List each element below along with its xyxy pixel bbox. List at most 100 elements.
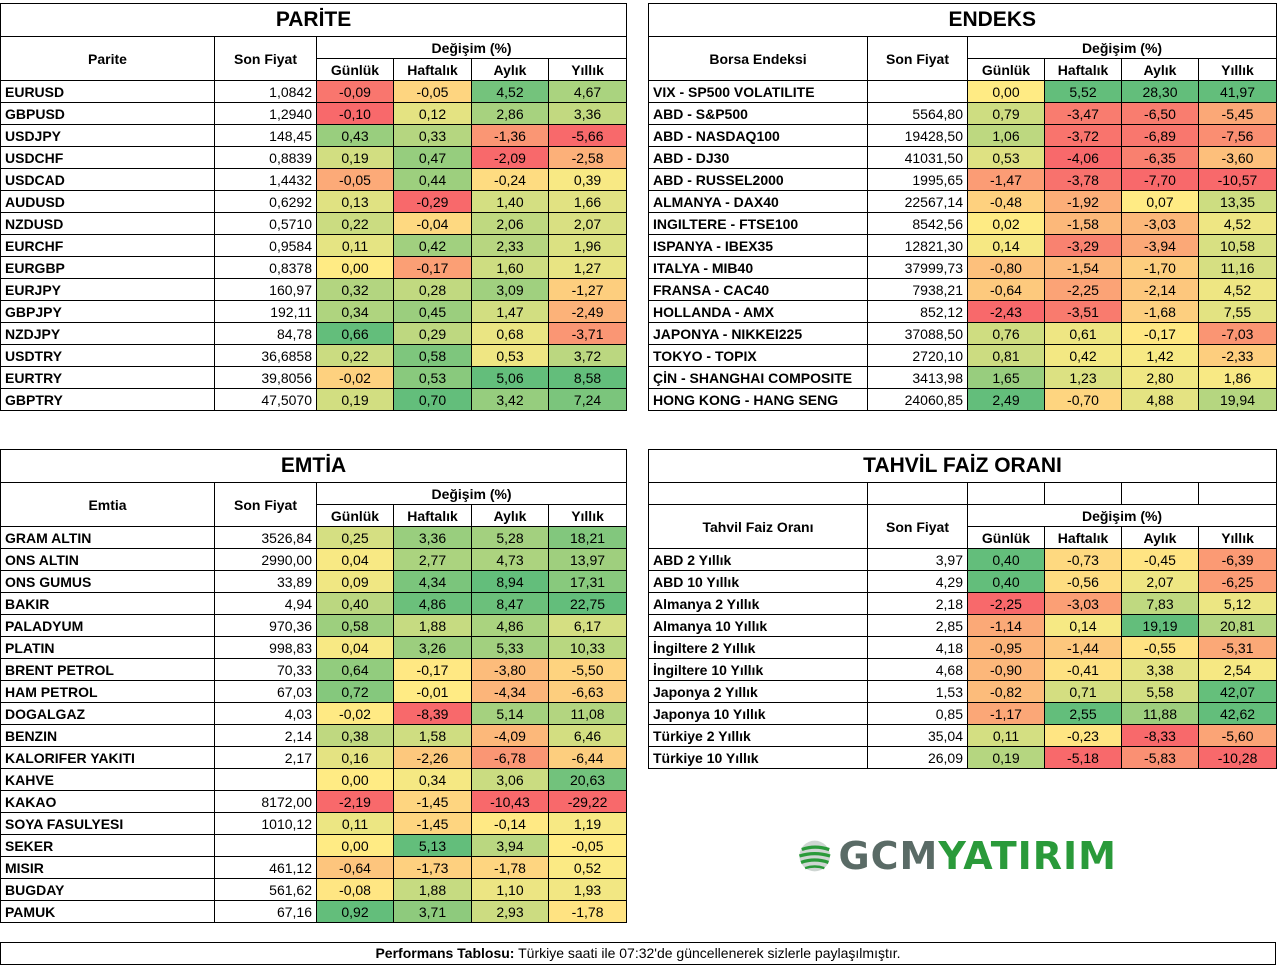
row-price: 2,17 [214, 746, 317, 769]
tahvil-col-change: Değişim (%) [966, 504, 1278, 527]
row-price [214, 768, 317, 791]
table-row: HOLLANDA - AMX 852,12 -2,43 -3,51 -1,68 7,55 [648, 300, 1277, 323]
row-change-weekly: -0,17 [393, 658, 472, 681]
row-change-monthly: -6,35 [1121, 146, 1199, 169]
row-change-weekly: -3,51 [1044, 300, 1122, 323]
row-change-yearly: -5,50 [547, 658, 628, 681]
row-price: 192,11 [214, 300, 317, 323]
tahvil-table: TAHVİL FAİZ ORANI Tahvil Faiz Oranı Son … [647, 449, 1278, 769]
table-row: EURTRY 39,8056 -0,02 0,53 5,06 8,58 [0, 366, 628, 389]
row-change-monthly: 8,47 [471, 592, 549, 615]
row-price: 33,89 [214, 570, 317, 593]
performance-footer: Performans Tablosu: Türkiye saati ile 07… [0, 942, 1276, 965]
row-change-daily: 0,92 [316, 900, 394, 923]
row-change-daily: 0,19 [967, 746, 1045, 769]
row-change-weekly: -0,05 [393, 80, 472, 103]
table-row: Almanya 10 Yıllık 2,85 -1,14 0,14 19,19 20,81 [648, 614, 1278, 637]
row-change-daily: -2,43 [967, 300, 1045, 323]
row-change-weekly: -0,23 [1044, 724, 1122, 747]
row-name: BAKIR [0, 592, 215, 615]
row-change-daily: 0,04 [316, 548, 394, 571]
row-change-monthly: -8,33 [1121, 724, 1199, 747]
row-change-monthly: 1,47 [471, 300, 549, 323]
row-change-yearly: -6,39 [1197, 548, 1278, 571]
gcm-yatirim-logo: GCMYATIRIM [797, 828, 1117, 884]
row-change-weekly: 0,42 [1044, 344, 1122, 367]
row-change-monthly: -1,68 [1121, 300, 1199, 323]
row-price: 852,12 [867, 300, 968, 323]
row-change-monthly: -3,80 [471, 658, 549, 681]
emtia-rows: GRAM ALTIN 3526,84 0,25 3,36 5,28 18,21 ONS AL… [0, 526, 628, 923]
row-price: 4,94 [214, 592, 317, 615]
row-name: Japonya 2 Yıllık [648, 680, 868, 703]
row-change-monthly: 1,10 [471, 878, 549, 901]
row-change-weekly: 0,14 [1044, 614, 1122, 637]
row-change-daily: -2,19 [316, 790, 394, 813]
row-change-monthly: -6,50 [1121, 102, 1199, 125]
table-row: SOYA FASULYESI 1010,12 0,11 -1,45 -0,14 1,19 [0, 812, 628, 835]
parite-period-daily: Günlük [316, 58, 394, 81]
parite-period-weekly: Haftalık [393, 58, 472, 81]
row-change-monthly: -10,43 [471, 790, 549, 813]
row-price: 2,85 [867, 614, 968, 637]
row-name: ABD - S&P500 [648, 102, 868, 125]
row-name: GBPJPY [0, 300, 215, 323]
row-change-daily: 0,22 [316, 344, 394, 367]
logo-yatirim-text: YATIRIM [938, 834, 1117, 878]
row-change-weekly: -3,03 [1044, 592, 1122, 615]
row-price: 148,45 [214, 124, 317, 147]
row-change-daily: 0,04 [316, 636, 394, 659]
table-row: ABD 2 Yıllık 3,97 0,40 -0,73 -0,45 -6,39 [648, 548, 1278, 571]
row-price: 5564,80 [867, 102, 968, 125]
row-change-daily: -0,64 [316, 856, 394, 879]
row-change-daily: 0,53 [967, 146, 1045, 169]
row-name: USDJPY [0, 124, 215, 147]
row-change-yearly: 18,21 [547, 526, 628, 549]
row-change-monthly: 8,94 [471, 570, 549, 593]
row-change-daily: 0,79 [967, 102, 1045, 125]
row-change-monthly: 5,14 [471, 702, 549, 725]
row-change-monthly: -2,14 [1121, 278, 1199, 301]
row-change-yearly: -0,05 [547, 834, 628, 857]
tahvil-blank-cell [967, 482, 1045, 505]
row-change-monthly: -1,78 [471, 856, 549, 879]
row-change-weekly: 1,88 [393, 614, 472, 637]
parite-table: PARİTE Parite Son Fiyat Değişim (%) Günl… [0, 3, 628, 411]
row-change-daily: -0,10 [316, 102, 394, 125]
row-change-yearly: 20,63 [547, 768, 628, 791]
table-row: PAMUK 67,16 0,92 3,71 2,93 -1,78 [0, 900, 628, 923]
parite-rows: EURUSD 1,0842 -0,09 -0,05 4,52 4,67 GBPUSD 1,29… [0, 80, 628, 411]
table-row: Japonya 2 Yıllık 1,53 -0,82 0,71 5,58 42,07 [648, 680, 1278, 703]
row-change-weekly: 0,42 [393, 234, 472, 257]
table-row: GBPJPY 192,11 0,34 0,45 1,47 -2,49 [0, 300, 628, 323]
tahvil-period-weekly: Haftalık [1044, 526, 1122, 549]
row-price: 26,09 [867, 746, 968, 769]
row-change-yearly: -5,66 [547, 124, 628, 147]
emtia-title: EMTİA [0, 449, 628, 483]
row-change-monthly: -0,45 [1121, 548, 1199, 571]
row-change-yearly: 11,08 [547, 702, 628, 725]
row-change-yearly: -6,63 [547, 680, 628, 703]
row-change-weekly: -0,56 [1044, 570, 1122, 593]
row-change-yearly: -5,31 [1197, 636, 1278, 659]
row-change-weekly: -4,06 [1044, 146, 1122, 169]
row-change-yearly: -10,57 [1198, 168, 1277, 191]
row-change-yearly: 4,67 [547, 80, 628, 103]
row-price: 160,97 [214, 278, 317, 301]
row-price: 998,83 [214, 636, 317, 659]
row-name: ONS ALTIN [0, 548, 215, 571]
row-change-weekly: 0,34 [393, 768, 472, 791]
row-change-daily: 0,64 [316, 658, 394, 681]
row-change-daily: 0,34 [316, 300, 394, 323]
row-change-yearly: 5,12 [1197, 592, 1278, 615]
row-change-monthly: 3,38 [1121, 658, 1199, 681]
row-price: 67,16 [214, 900, 317, 923]
table-row: EURJPY 160,97 0,32 0,28 3,09 -1,27 [0, 278, 628, 301]
table-row: HONG KONG - HANG SENG 24060,85 2,49 -0,70 4,… [648, 388, 1277, 411]
row-price: 24060,85 [867, 388, 968, 411]
row-change-daily: -0,64 [967, 278, 1045, 301]
row-name: INGILTERE - FTSE100 [648, 212, 868, 235]
row-name: EURGBP [0, 256, 215, 279]
row-price: 0,9584 [214, 234, 317, 257]
row-change-monthly: 5,33 [471, 636, 549, 659]
